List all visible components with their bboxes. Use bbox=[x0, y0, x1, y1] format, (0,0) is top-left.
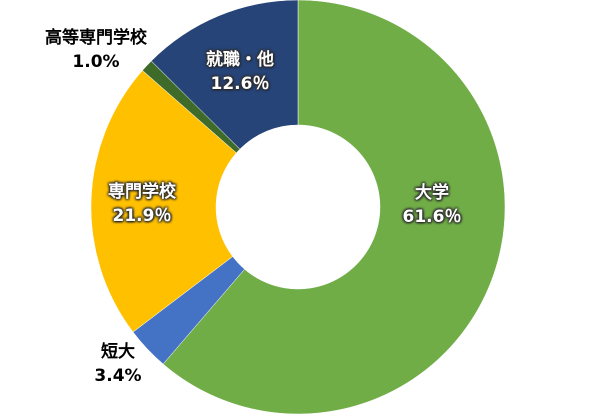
slice-2 bbox=[90, 70, 237, 333]
slice-0 bbox=[162, 0, 506, 414]
label-kosen: 高等専門学校 1.0% bbox=[45, 28, 147, 72]
label-shushoku: 就職・他 12.6％ bbox=[206, 50, 274, 94]
label-daigaku: 大学 61.6％ bbox=[402, 183, 462, 227]
label-tandai: 短大 3.4% bbox=[94, 342, 142, 386]
slice-4 bbox=[150, 0, 299, 150]
label-senmon: 専門学校 21.9％ bbox=[108, 182, 176, 226]
